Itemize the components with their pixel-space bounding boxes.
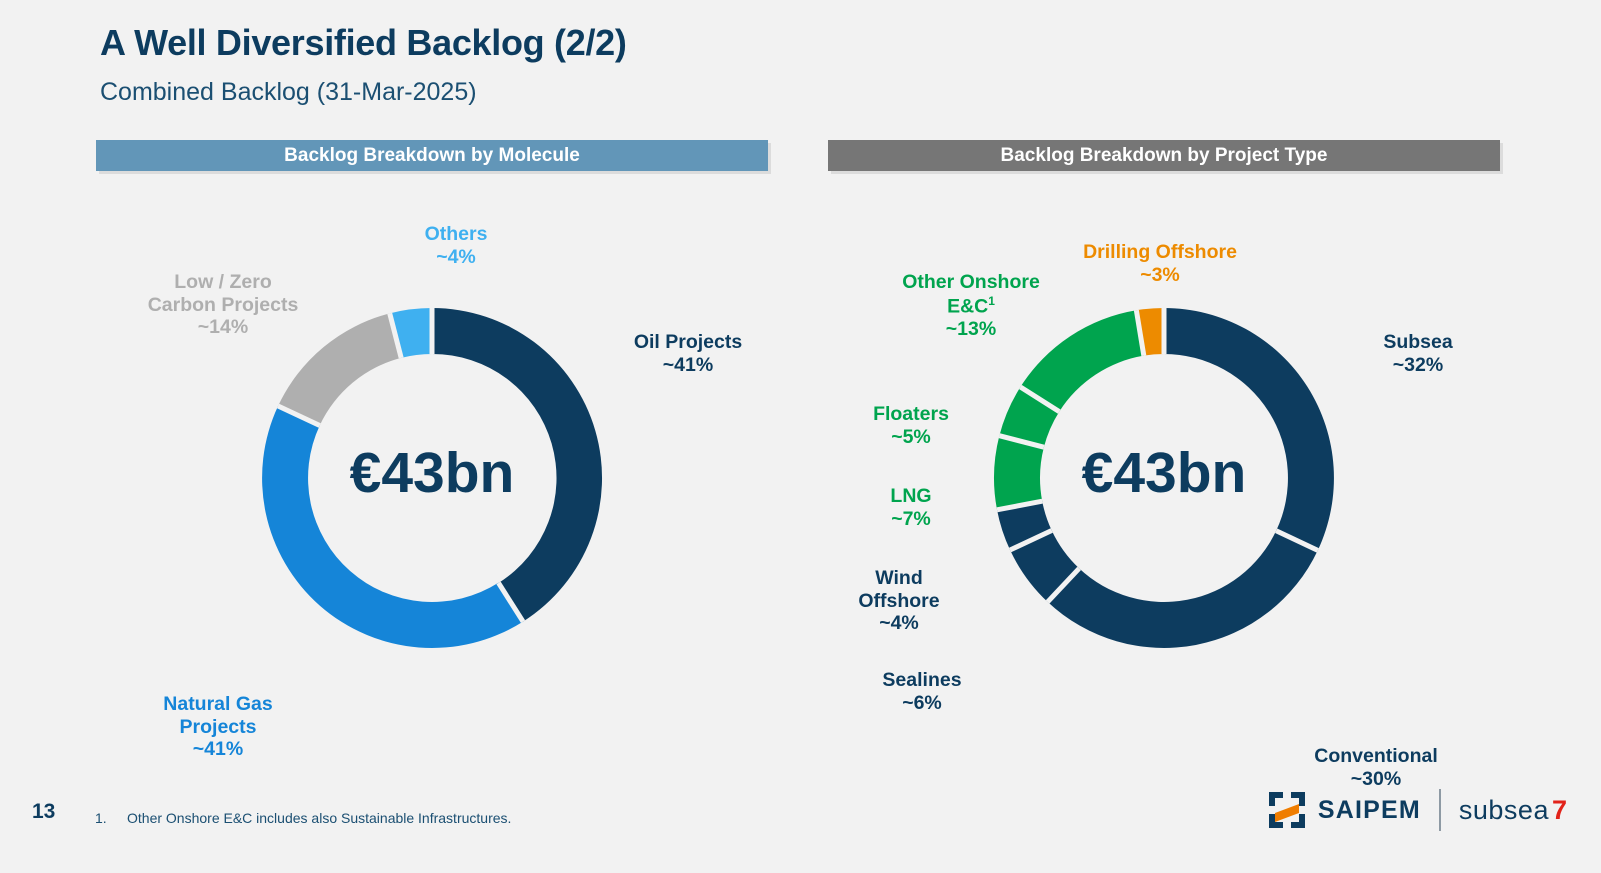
footnote-text: Other Onshore E&C includes also Sustaina… xyxy=(127,810,512,826)
slice-lng[interactable] xyxy=(994,435,1044,510)
footnote: 1. Other Onshore E&C includes also Susta… xyxy=(95,810,511,826)
label-floaters-pct: ~5% xyxy=(891,425,931,448)
slice-natural-gas-projects[interactable] xyxy=(262,405,524,648)
label-conventional-name: Conventional xyxy=(1314,744,1438,767)
label-wind-offshore-pct: ~4% xyxy=(879,612,919,635)
saipem-wordmark: SAIPEM xyxy=(1317,795,1421,824)
label-drilling-offshore: Drilling Offshore ~3% xyxy=(1052,218,1268,309)
label-low-zero-carbon: Low / Zero Carbon Projects ~14% xyxy=(114,248,332,362)
label-lng: LNG ~7% xyxy=(850,462,972,553)
label-subsea-pct: ~32% xyxy=(1392,353,1444,376)
slice-separators xyxy=(996,308,1319,604)
saipem-mark-icon xyxy=(1266,789,1308,831)
label-conventional: Conventional ~30% xyxy=(1268,722,1484,813)
label-low-zero-carbon-pct: ~14% xyxy=(197,316,249,339)
logo-divider xyxy=(1438,789,1441,831)
slice-wind-offshore[interactable] xyxy=(997,501,1052,551)
label-others: Others ~4% xyxy=(396,200,516,291)
label-natural-gas-projects: Natural Gas Projects ~41% xyxy=(118,670,318,784)
label-subsea: Subsea ~32% xyxy=(1338,308,1498,399)
label-lng-name: LNG xyxy=(890,484,932,507)
slice-other-onshore-ec[interactable] xyxy=(1020,310,1144,412)
label-sealines-pct: ~6% xyxy=(902,691,942,714)
logo-group: SAIPEM subsea 7 xyxy=(1266,786,1567,834)
label-low-zero-carbon-name: Low / Zero Carbon Projects xyxy=(147,270,299,316)
label-lng-pct: ~7% xyxy=(891,507,931,530)
subsea7-wordmark: subsea xyxy=(1458,794,1549,825)
donut-svg-project-type xyxy=(994,308,1334,648)
label-drilling-offshore-name: Drilling Offshore xyxy=(1083,240,1237,263)
section-header-molecule: Backlog Breakdown by Molecule xyxy=(96,140,768,171)
label-natural-gas-projects-pct: ~41% xyxy=(192,738,244,761)
section-header-project-type: Backlog Breakdown by Project Type xyxy=(828,140,1500,171)
slice-low-zero-carbon-projects[interactable] xyxy=(278,313,402,426)
slice-oil-projects[interactable] xyxy=(432,308,603,622)
label-conventional-pct: ~30% xyxy=(1350,767,1402,790)
label-sealines-name: Sealines xyxy=(882,668,962,691)
label-others-name: Others xyxy=(424,222,488,245)
label-oil-projects: Oil Projects ~41% xyxy=(604,308,772,399)
label-wind-offshore-name: Wind Offshore xyxy=(858,566,940,612)
label-floaters-name: Floaters xyxy=(873,402,949,425)
label-oil-projects-name: Oil Projects xyxy=(633,330,743,353)
label-wind-offshore: Wind Offshore ~4% xyxy=(826,544,972,658)
label-floaters: Floaters ~5% xyxy=(838,380,984,471)
page-number: 13 xyxy=(32,800,56,823)
chart-panel-project-type: €43bn Drilling Offshore ~3% Other Onshor… xyxy=(828,190,1500,790)
slice-subsea[interactable] xyxy=(1164,308,1334,551)
slice-separators xyxy=(277,308,526,623)
saipem-logo: SAIPEM xyxy=(1266,789,1421,831)
page-subtitle: Combined Backlog (31-Mar-2025) xyxy=(100,78,477,106)
page-title: A Well Diversified Backlog (2/2) xyxy=(100,22,627,63)
section-header-molecule-label: Backlog Breakdown by Molecule xyxy=(284,144,580,166)
footnote-marker: 1. xyxy=(95,810,107,826)
subsea7-logo: subsea 7 xyxy=(1459,795,1567,826)
label-other-onshore-ec-name: Other Onshore E&C xyxy=(902,270,1040,318)
label-other-onshore-ec-pct: ~13% xyxy=(945,317,997,340)
slice-floaters[interactable] xyxy=(999,386,1060,448)
slice-conventional[interactable] xyxy=(1047,530,1318,648)
donut-svg-molecule xyxy=(262,308,603,648)
subsea7-seven: 7 xyxy=(1551,794,1567,825)
chart-panel-molecule: €43bn Others ~4% Low / Zero Carbon Proje… xyxy=(96,190,768,790)
label-other-onshore-ec: Other Onshore E&C1 ~13% xyxy=(874,248,1068,364)
label-sealines: Sealines ~6% xyxy=(842,646,1002,737)
label-oil-projects-pct: ~41% xyxy=(662,353,714,376)
label-natural-gas-projects-name: Natural Gas Projects xyxy=(163,692,273,738)
label-others-pct: ~4% xyxy=(436,245,476,268)
label-drilling-offshore-pct: ~3% xyxy=(1140,263,1180,286)
label-subsea-name: Subsea xyxy=(1383,330,1453,353)
section-header-project-type-label: Backlog Breakdown by Project Type xyxy=(1000,144,1328,166)
label-other-onshore-ec-footnote-ref: 1 xyxy=(988,293,995,308)
